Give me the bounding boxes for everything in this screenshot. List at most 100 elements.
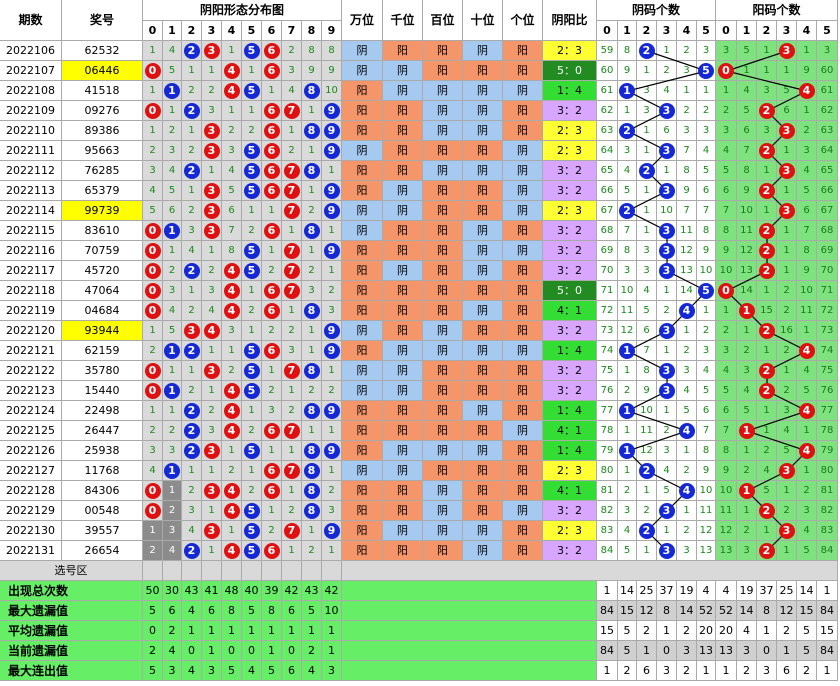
summary-dist: 2 — [302, 641, 322, 661]
select-cell[interactable] — [242, 561, 262, 581]
dist-cell: 3 — [202, 481, 222, 501]
yin-count-cell: 3 — [637, 261, 657, 281]
summary-yin: 2 — [677, 621, 697, 641]
red-ball: 0 — [718, 62, 734, 79]
header-digit: 9 — [322, 21, 342, 41]
blue-ball: 2 — [183, 422, 200, 439]
red-ball: 7 — [283, 262, 300, 279]
position-cell: 阴 — [342, 461, 383, 481]
summary-yang: 84 — [817, 601, 838, 621]
yang-count-cell: 0 — [716, 61, 737, 81]
summary-dist: 1 — [282, 621, 302, 641]
position-cell: 阳 — [423, 141, 463, 161]
red-ball: 0 — [144, 482, 161, 499]
dist-cell: 1 — [322, 461, 342, 481]
yin-count-cell: 3 — [677, 61, 697, 81]
summary-dist: 1 — [222, 621, 242, 641]
select-cell[interactable] — [282, 561, 302, 581]
yin-count-cell: 12 — [677, 241, 697, 261]
dist-cell: 1 — [282, 481, 302, 501]
summary-dist: 6 — [163, 601, 182, 621]
dist-cell: 3 — [222, 321, 242, 341]
blue-ball: 9 — [323, 242, 340, 259]
summary-dist: 4 — [302, 661, 322, 681]
yang-count-cell: 5 — [737, 41, 757, 61]
dist-cell: 6 — [262, 221, 282, 241]
blue-ball: 9 — [323, 522, 340, 539]
select-cell[interactable] — [322, 561, 342, 581]
select-cell[interactable] — [182, 561, 202, 581]
position-cell: 阴 — [383, 181, 423, 201]
position-cell: 阳 — [383, 141, 423, 161]
select-cell[interactable] — [143, 561, 163, 581]
red-ball: 2 — [758, 502, 775, 519]
dist-cell: 8 — [302, 501, 322, 521]
summary-yang: 52 — [716, 601, 737, 621]
yang-count-cell: 10 — [737, 201, 757, 221]
yin-count-cell: 8 — [618, 41, 637, 61]
position-cell: 阳 — [342, 101, 383, 121]
blue-ball: 5 — [243, 182, 260, 199]
yin-count-cell: 2 — [697, 101, 716, 121]
yang-count-cell: 9 — [797, 261, 817, 281]
dist-cell: 7 — [282, 421, 302, 441]
yang-count-cell: 5 — [737, 401, 757, 421]
summary-yang: 1 — [716, 661, 737, 681]
dist-cell: 1 — [143, 521, 163, 541]
position-cell: 阴 — [503, 501, 543, 521]
period-cell: 2022128 — [0, 481, 62, 501]
yang-count-cell: 11 — [716, 501, 737, 521]
position-cell: 阴 — [463, 341, 503, 361]
red-ball: 2 — [758, 222, 775, 239]
position-cell: 阴 — [463, 301, 503, 321]
summary-yang: 1 — [817, 661, 838, 681]
period-cell: 2022113 — [0, 181, 62, 201]
position-cell: 阳 — [503, 481, 543, 501]
yang-count-cell: 5 — [797, 181, 817, 201]
red-ball: 3 — [203, 222, 220, 239]
summary-dist: 2 — [163, 621, 182, 641]
yang-count-cell: 5 — [777, 81, 797, 101]
red-ball: 3 — [203, 42, 220, 59]
dist-cell: 5 — [222, 181, 242, 201]
position-cell: 阴 — [383, 361, 423, 381]
dist-cell: 2 — [182, 481, 202, 501]
dist-cell: 1 — [182, 461, 202, 481]
dist-cell: 1 — [282, 541, 302, 561]
yin-count-cell: 3 — [657, 221, 677, 241]
dist-cell: 4 — [222, 161, 242, 181]
summary-yang: 2 — [737, 661, 757, 681]
yin-count-cell: 4 — [677, 301, 697, 321]
select-cell[interactable] — [202, 561, 222, 581]
dist-cell: 9 — [302, 61, 322, 81]
position-cell: 阳 — [463, 181, 503, 201]
dist-cell: 3 — [182, 501, 202, 521]
dist-cell: 3 — [202, 281, 222, 301]
position-cell: 阳 — [463, 501, 503, 521]
dist-cell: 2 — [202, 81, 222, 101]
yang-count-cell: 1 — [757, 401, 777, 421]
header-distribution: 阴阳形态分布图 — [143, 0, 342, 21]
dist-cell: 9 — [322, 341, 342, 361]
select-cell[interactable] — [262, 561, 282, 581]
blue-ball: 5 — [243, 362, 260, 379]
yin-count-cell: 3 — [637, 81, 657, 101]
yin-count-cell: 1 — [637, 121, 657, 141]
position-cell: 阳 — [463, 281, 503, 301]
dist-cell: 3 — [202, 141, 222, 161]
dist-cell: 3 — [143, 161, 163, 181]
dist-cell: 4 — [222, 281, 242, 301]
yin-count-cell: 65 — [597, 161, 618, 181]
select-cell[interactable] — [302, 561, 322, 581]
summary-dist: 0 — [182, 641, 202, 661]
red-ball: 4 — [223, 542, 240, 559]
blue-ball: 5 — [243, 42, 260, 59]
select-cell[interactable] — [163, 561, 182, 581]
yin-count-cell: 1 — [618, 421, 637, 441]
yin-count-cell: 2 — [637, 461, 657, 481]
select-cell[interactable] — [222, 561, 242, 581]
yin-count-cell: 3 — [657, 241, 677, 261]
blue-ball: 8 — [303, 302, 320, 319]
position-cell: 阳 — [503, 461, 543, 481]
header-digit: 8 — [302, 21, 322, 41]
